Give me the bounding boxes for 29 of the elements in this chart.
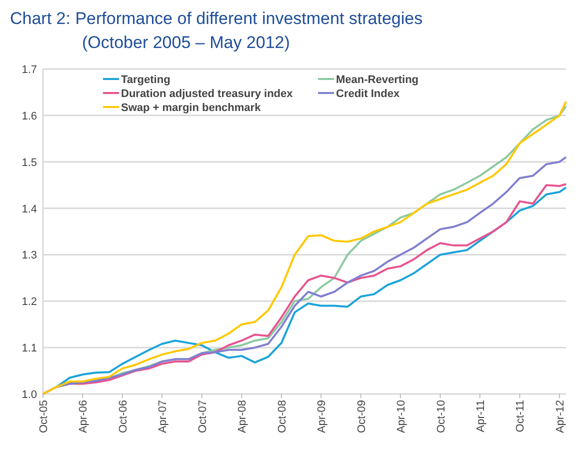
chart-title: Chart 2: Performance of different investment strategies [10, 9, 423, 28]
x-tick-label: Oct-08 [276, 400, 288, 434]
x-tick-label: Oct-10 [435, 400, 448, 434]
legend-label: Mean-Reverting [336, 74, 419, 86]
x-tick-label: Apr-09 [316, 400, 328, 434]
y-tick-label: 1.5 [22, 156, 37, 169]
y-tick-label: 1.0 [22, 389, 37, 401]
y-tick-label: 1.1 [22, 342, 37, 355]
x-tick-label: Apr-11 [474, 400, 487, 432]
y-tick-label: 1.7 [22, 64, 37, 76]
legend-label: Targeting [121, 74, 170, 86]
x-tick-label: Apr-06 [78, 400, 90, 434]
x-tick-label: Apr-12 [554, 400, 566, 434]
x-tick-label: Apr-08 [236, 400, 249, 434]
legend-label: Credit Index [336, 88, 400, 100]
y-tick-label: 1.4 [22, 203, 37, 216]
x-tick-label: Oct-05 [38, 400, 50, 434]
legend-label: Duration adjusted treasury index [121, 88, 294, 100]
x-tick-label: Oct-07 [196, 400, 209, 434]
x-tick-label: Oct-06 [117, 400, 130, 434]
chart-subtitle: (October 2005 – May 2012) [82, 33, 290, 52]
y-tick-label: 1.3 [22, 250, 37, 262]
x-tick-label: Apr-07 [157, 400, 169, 434]
x-tick-label: Apr-10 [395, 400, 408, 434]
x-tick-label: Oct-09 [356, 400, 368, 434]
y-tick-label: 1.2 [22, 296, 37, 308]
y-tick-label: 1.6 [22, 110, 37, 122]
legend-label: Swap + margin benchmark [121, 102, 262, 114]
x-tick-label: Oct-11 [514, 400, 527, 432]
